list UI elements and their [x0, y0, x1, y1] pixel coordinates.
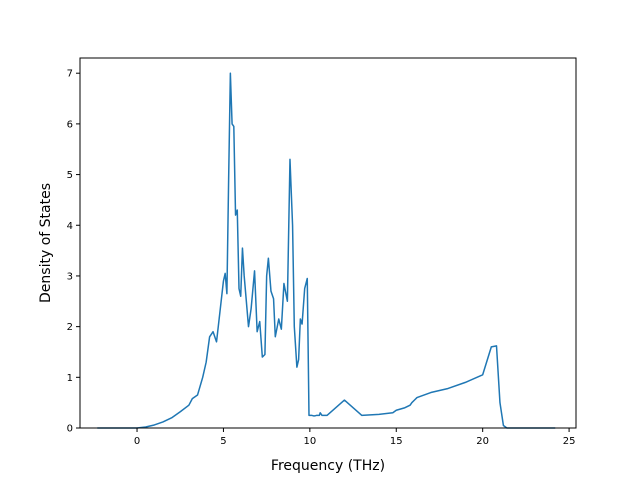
x-tick-label: 15: [390, 436, 403, 447]
y-tick-label: 6: [67, 119, 73, 130]
y-tick-label: 7: [67, 69, 73, 80]
y-tick-label: 1: [67, 373, 73, 384]
x-tick-label: 25: [563, 436, 576, 447]
x-tick-label: 10: [303, 436, 316, 447]
plot-frame: [79, 57, 577, 429]
y-tick-label: 3: [67, 271, 73, 282]
x-tick-label: 20: [476, 436, 489, 447]
y-tick-label: 5: [67, 170, 73, 181]
y-axis-label: Density of States: [38, 183, 54, 303]
y-tick-label: 4: [67, 221, 73, 232]
x-tick-label: 0: [134, 436, 140, 447]
x-axis-ticks: 0 5 10 15 20 25: [134, 428, 576, 447]
dos-line-group: [97, 72, 556, 429]
x-tick-label: 5: [220, 436, 226, 447]
dos-series-line-0: [97, 72, 556, 429]
x-axis-label: Frequency (THz): [271, 458, 385, 474]
y-tick-label: 0: [67, 424, 73, 435]
y-tick-label: 2: [67, 322, 73, 333]
y-axis-ticks: 0 1 2 3 4 5 6 7: [67, 69, 80, 435]
